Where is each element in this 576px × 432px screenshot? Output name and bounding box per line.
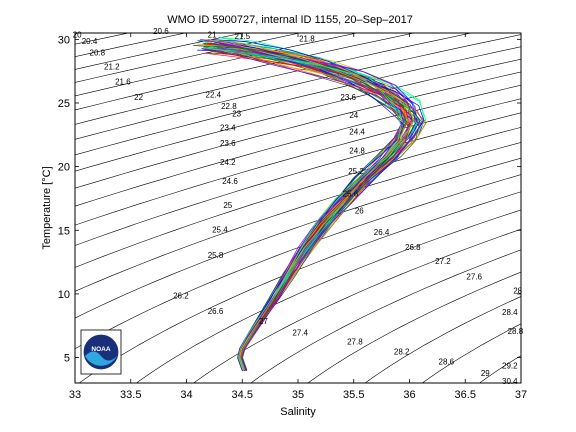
isopycnal-label: 22 <box>134 93 143 102</box>
isopycnal-line <box>75 127 521 268</box>
y-tick-label: 15 <box>58 225 70 237</box>
isopycnal-label: 26.2 <box>173 292 189 301</box>
isopycnal-line <box>75 33 473 125</box>
x-tick-label: 35 <box>292 389 304 401</box>
isopycnal-label: 27.8 <box>347 337 363 346</box>
isopycnal-label: 20 <box>73 31 82 40</box>
isopycnal-line <box>75 33 416 111</box>
isopycnal-label: 20.8 <box>90 49 106 58</box>
isopycnal-label: 23.6 <box>220 139 236 148</box>
y-tick-label: 5 <box>64 353 70 365</box>
isopycnal-line <box>75 58 521 172</box>
isopycnal-label: 26.6 <box>208 307 224 316</box>
isopycnal-line <box>75 71 521 189</box>
isopycnal-line <box>75 33 359 97</box>
noaa-logo-text: NOAA <box>91 346 110 353</box>
noaa-logo: NOAA <box>80 329 122 375</box>
isopycnal-label: 28 <box>513 287 522 296</box>
isopycnal-label: 27.4 <box>292 329 308 338</box>
isopycnal-label: 21.2 <box>104 63 120 72</box>
isopycnal-label: 30.4 <box>502 377 518 386</box>
y-tick-label: 10 <box>58 289 70 301</box>
isopycnal-line <box>421 323 521 383</box>
isopycnal-line <box>307 271 521 383</box>
isopycnal-line <box>250 249 521 383</box>
y-tick-label: 25 <box>58 98 70 110</box>
isopycnal-line <box>78 191 521 383</box>
isopycnal-line <box>193 228 521 383</box>
x-axis-ticks: 33 33.5 34 34.5 35 35.5 36 36.5 37 <box>69 33 527 401</box>
isopycnal-label: 23.6 <box>340 93 356 102</box>
isopycnal-label: 28.8 <box>508 327 524 336</box>
isopycnal-label: 22.4 <box>206 91 222 100</box>
profile-lines <box>192 36 427 372</box>
isopycnal-label: 27.2 <box>435 257 451 266</box>
isopycnal-label: 26.8 <box>405 243 421 252</box>
isopycnal-label: 21.6 <box>115 78 131 87</box>
x-tick-label: 37 <box>515 389 527 401</box>
isopycnal-label: 23 <box>232 110 241 119</box>
isopycnal-label: 24.4 <box>349 127 365 136</box>
isopycnal-label: 21.8 <box>299 35 315 44</box>
y-tick-label: 30 <box>58 34 70 46</box>
isopycnal-label: 20.4 <box>82 37 98 46</box>
isopycnal-line <box>75 98 521 226</box>
isopycnal-line <box>75 34 521 140</box>
isopycnal-label: 24.2 <box>220 158 236 167</box>
profile-line <box>201 48 407 372</box>
x-tick-label: 36.5 <box>455 389 476 401</box>
isopycnal-label: 20.6 <box>153 27 169 36</box>
x-axis-title: Salinity <box>280 406 316 418</box>
isopycnal-label: 24.8 <box>349 147 365 156</box>
x-tick-label: 36 <box>403 389 415 401</box>
isopycnal-label: 25 <box>223 201 232 210</box>
isopycnal-line <box>75 157 521 319</box>
profile-line <box>203 47 402 371</box>
isopycnal-label: 27 <box>259 317 268 326</box>
isopycnal-label: 25.2 <box>348 167 364 176</box>
isopycnal-label: 21 <box>208 31 217 40</box>
isopycnal-label: 28.6 <box>439 358 455 367</box>
isopycnal-label: 23.4 <box>220 124 236 133</box>
x-tick-label: 34.5 <box>232 389 253 401</box>
isopycnal-label: 24 <box>349 111 358 120</box>
y-axis-ticks: 5 10 15 20 25 30 <box>58 34 521 365</box>
isopycnal-line <box>75 142 521 292</box>
isopycnal-label: 25.6 <box>343 190 359 199</box>
x-tick-label: 33 <box>69 389 81 401</box>
isopycnal-label: 28.2 <box>394 348 410 357</box>
isopycnal-label: 27.6 <box>466 273 482 282</box>
isopycnal-label: 25.4 <box>212 225 228 234</box>
y-tick-label: 20 <box>58 162 70 174</box>
profile-line <box>202 48 405 372</box>
isopycnal-line <box>364 296 521 383</box>
y-axis-title: Temperature [°C] <box>41 166 53 249</box>
isopycnal-label: 29.2 <box>502 362 518 371</box>
isopycnal-label: 22.8 <box>221 102 237 111</box>
isopycnal-label: 26.4 <box>374 228 390 237</box>
chart-title: WMO ID 5900727, internal ID 1155, 20–Sep… <box>167 14 413 26</box>
isopycnal-label: 24.6 <box>222 177 238 186</box>
isopycnal-line <box>135 209 521 383</box>
isopycnal-line <box>75 112 521 246</box>
x-tick-label: 33.5 <box>120 389 141 401</box>
isopycnal-label: 29 <box>481 369 490 378</box>
x-tick-label: 34 <box>180 389 192 401</box>
profile-line <box>205 38 415 370</box>
x-tick-label: 35.5 <box>343 389 364 401</box>
profile-line <box>216 46 424 372</box>
isopycnal-label: 26 <box>355 206 364 215</box>
profile-line <box>199 38 404 370</box>
isopycnal-label: 28.4 <box>502 308 518 317</box>
isopycnal-label: 25.8 <box>208 251 224 260</box>
